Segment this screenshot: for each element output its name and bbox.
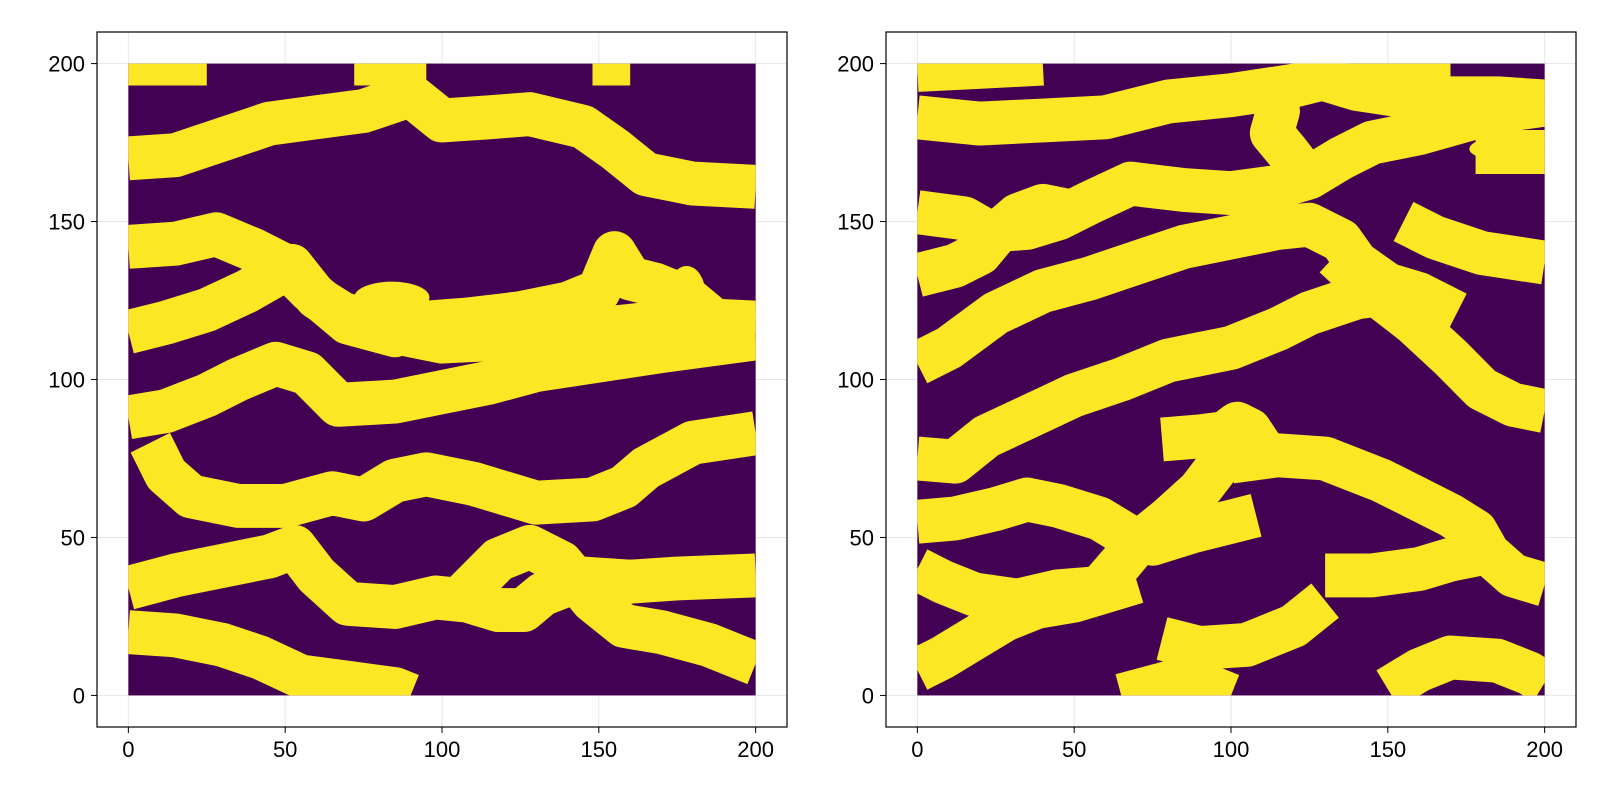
- x-tick-label: 0: [122, 737, 134, 762]
- heatmap-channels: [917, 63, 1545, 696]
- x-tick-label: 100: [1213, 737, 1250, 762]
- heatmap-blob: [667, 265, 706, 323]
- x-tick-label: 150: [580, 737, 617, 762]
- y-tick-label: 100: [48, 368, 85, 393]
- heatmap-channel: [1156, 583, 1339, 670]
- x-tick-label: 0: [911, 737, 923, 762]
- heatmap-channel: [917, 63, 1451, 146]
- heatmap-panel-left: 0 50 100 150 200 0 50 100 150 200: [48, 31, 788, 762]
- heatmap-channel: [442, 524, 756, 685]
- y-tick-label: 100: [837, 368, 874, 393]
- heatmap-channels: [128, 63, 756, 696]
- heatmap-channel: [1319, 240, 1545, 433]
- heatmap-channel: [1115, 660, 1240, 696]
- heatmap-blob: [1469, 136, 1545, 162]
- x-tick-label: 50: [273, 737, 297, 762]
- heatmap-channel: [1325, 531, 1487, 598]
- heatmap-channel: [128, 316, 756, 440]
- heatmap-channel: [917, 477, 1262, 566]
- heatmap-channel: [1376, 635, 1545, 696]
- x-tick-label: 100: [424, 737, 461, 762]
- heatmap-blob: [1168, 433, 1206, 453]
- y-tick-label: 50: [61, 525, 85, 550]
- heatmap-channel: [128, 73, 756, 209]
- heatmap-channel: [1393, 201, 1545, 285]
- heatmap-blob: [351, 306, 439, 333]
- heatmap-channel: [917, 272, 1385, 484]
- heatmap-channel: [128, 610, 419, 696]
- heatmap-channel: [917, 560, 1144, 690]
- heatmap-blob: [354, 281, 430, 314]
- heatmap-channel: [917, 63, 1044, 92]
- heatmap-channel: [130, 411, 756, 528]
- y-tick-label: 0: [862, 683, 874, 708]
- x-tick-label: 150: [1369, 737, 1406, 762]
- y-tick-label: 200: [837, 52, 874, 77]
- heatmap-channel: [1228, 433, 1545, 606]
- heatmap-channel: [917, 183, 1079, 297]
- y-tick-label: 200: [48, 52, 85, 77]
- x-tick-label: 200: [737, 737, 774, 762]
- y-tick-label: 50: [850, 525, 874, 550]
- y-tick-label: 0: [73, 683, 85, 708]
- heatmap-panel-right: 0 50 100 150 200 0 50 100 150 200: [837, 31, 1577, 762]
- y-tick-label: 150: [48, 210, 85, 235]
- y-tick-label: 150: [837, 210, 874, 235]
- x-tick-label: 50: [1062, 737, 1086, 762]
- x-tick-label: 200: [1526, 737, 1563, 762]
